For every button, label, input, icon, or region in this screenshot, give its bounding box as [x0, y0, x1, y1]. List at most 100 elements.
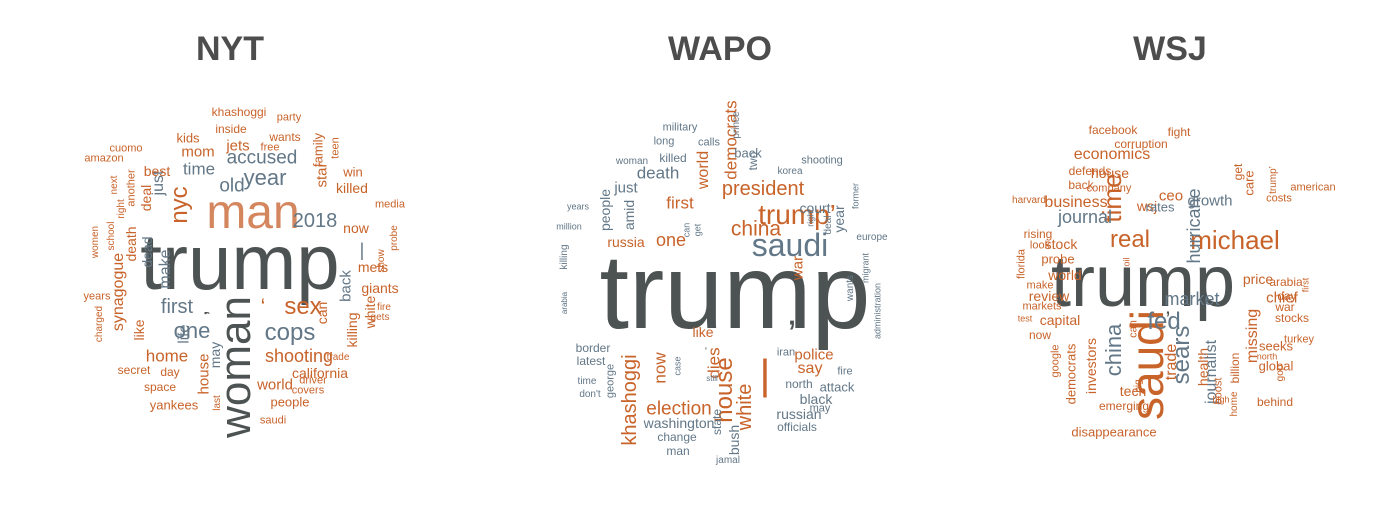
cloud-word: ‘: [260, 294, 266, 319]
cloud-word: trade: [326, 352, 350, 363]
cloud-word: disappearance: [1071, 424, 1157, 440]
cloud-word: seeks: [1259, 338, 1293, 354]
cloud-word: back: [1068, 178, 1094, 192]
cloud-word: amazon: [84, 152, 124, 165]
cloud-word: khashoggi: [619, 354, 641, 446]
cloud-word: growth: [1187, 192, 1233, 210]
cloud-word: driver: [299, 374, 327, 387]
cloud-word: michael: [1190, 225, 1280, 255]
cloud-word: right: [805, 209, 816, 227]
cloud-word: fire: [837, 365, 853, 378]
cloud-word: emerging: [1098, 399, 1150, 413]
cloud-word: nyc: [166, 186, 193, 224]
cloud-word: yankees: [149, 397, 199, 413]
cloud-word: stock: [1044, 236, 1078, 252]
nyt-word-cloud: trump man woman sex cops ‘first’ one nyc year acc…: [0, 0, 460, 518]
cloud-word: investors: [1083, 337, 1099, 395]
cloud-word: state: [710, 408, 724, 436]
cloud-word: can: [314, 301, 330, 325]
cloud-word: day: [1277, 289, 1297, 303]
cloud-word: attack: [819, 379, 855, 395]
cloud-word: ’: [1165, 307, 1171, 332]
cloud-word: court: [799, 200, 831, 216]
cloud-word: border: [575, 341, 611, 355]
cloud-word: still: [706, 374, 718, 383]
cloud-word: |: [759, 351, 771, 398]
cloud-word: school: [106, 221, 117, 251]
panel-title: NYT: [196, 30, 264, 68]
cloud-word: charged: [94, 305, 105, 343]
cloud-word: don't: [579, 389, 601, 400]
cloud-word: president: [721, 178, 805, 200]
cloud-word: war: [789, 255, 807, 281]
cloud-word: killing: [559, 244, 570, 270]
cloud-word: house: [1090, 165, 1130, 181]
cloud-word: gets: [370, 312, 390, 323]
cloud-word: life: [175, 324, 193, 344]
cloud-word: korea: [777, 166, 803, 177]
cloud-word: costs: [1266, 192, 1292, 205]
cloud-word: company: [1086, 182, 1132, 195]
cloud-word: years: [83, 290, 111, 303]
panel-title: WAPO: [668, 30, 772, 68]
cloud-word: teen: [329, 137, 342, 159]
cloud-word: rates: [1145, 199, 1175, 215]
cloud-word: look: [1029, 239, 1051, 252]
cloud-word: home: [145, 346, 189, 366]
cloud-word: can: [681, 222, 692, 238]
cloud-word: death: [636, 163, 680, 183]
cloud-word: calls: [697, 136, 721, 149]
cloud-word: capital: [1039, 312, 1081, 328]
wapo-word-cloud: trump saudi trump’ china president’ house whit…: [490, 0, 950, 518]
cloud-word: giants: [361, 280, 399, 296]
cloud-word: long: [653, 135, 675, 148]
cloud-word: trump: [140, 218, 340, 306]
cloud-word: europe: [856, 232, 888, 243]
cloud-word: two: [746, 151, 760, 171]
cloud-word: make: [157, 249, 174, 289]
cloud-word: back: [337, 270, 355, 302]
cloud-word: probe: [389, 225, 400, 251]
cloud-word: business: [1044, 194, 1108, 211]
cloud-word: wsj: [1136, 198, 1158, 214]
cloud-word: first: [160, 296, 194, 318]
cloud-word: ‘: [704, 346, 708, 357]
cloud-word: tech: [1119, 383, 1147, 399]
cloud-word: change: [657, 430, 697, 444]
cloud-word: may: [207, 341, 223, 369]
cloud-word: trade: [1163, 343, 1180, 381]
cloud-word: officials: [777, 420, 817, 434]
cloud-word: chief: [1266, 289, 1298, 307]
cloud-word: real: [1109, 226, 1151, 253]
cloud-word: world: [1048, 267, 1082, 283]
cloud-word: china: [1101, 323, 1126, 377]
cloud-word: review: [1028, 288, 1070, 304]
cloud-word: cuomo: [109, 142, 143, 155]
cloud-word: killed: [336, 180, 368, 196]
cloud-word: year: [243, 165, 287, 190]
cloud-word: dead: [139, 236, 155, 268]
cloud-word: sex: [284, 293, 322, 320]
cloud-word: former: [850, 182, 861, 210]
cloud-word: home: [1229, 391, 1240, 417]
cloud-word: one: [173, 318, 211, 343]
cloud-word: prince: [731, 111, 742, 139]
cloud-word: white: [734, 383, 756, 431]
cloud-word: wants: [845, 274, 856, 302]
cloud-word: war: [1275, 300, 1295, 314]
cloud-word: trump’: [758, 199, 836, 230]
cloud-word: right: [116, 199, 127, 219]
cloud-word: people: [597, 188, 613, 232]
cloud-word: like: [131, 319, 147, 341]
cloud-word: million: [556, 221, 582, 232]
cloud-word: gop: [1275, 364, 1286, 382]
cloud-word: price: [1242, 271, 1274, 287]
cloud-word: kids: [176, 130, 200, 146]
cloud-word: back: [734, 145, 762, 161]
cloud-word: man: [206, 186, 300, 239]
cloud-word: killing: [344, 312, 360, 348]
cloud-word: now: [1028, 328, 1052, 342]
cloud-word: year: [831, 205, 847, 233]
nyt-panel: NYT trump man woman sex cops ‘first’ one nyc yea…: [0, 0, 460, 518]
wapo-panel: WAPO trump saudi trump’ china president’ hous…: [490, 0, 950, 518]
